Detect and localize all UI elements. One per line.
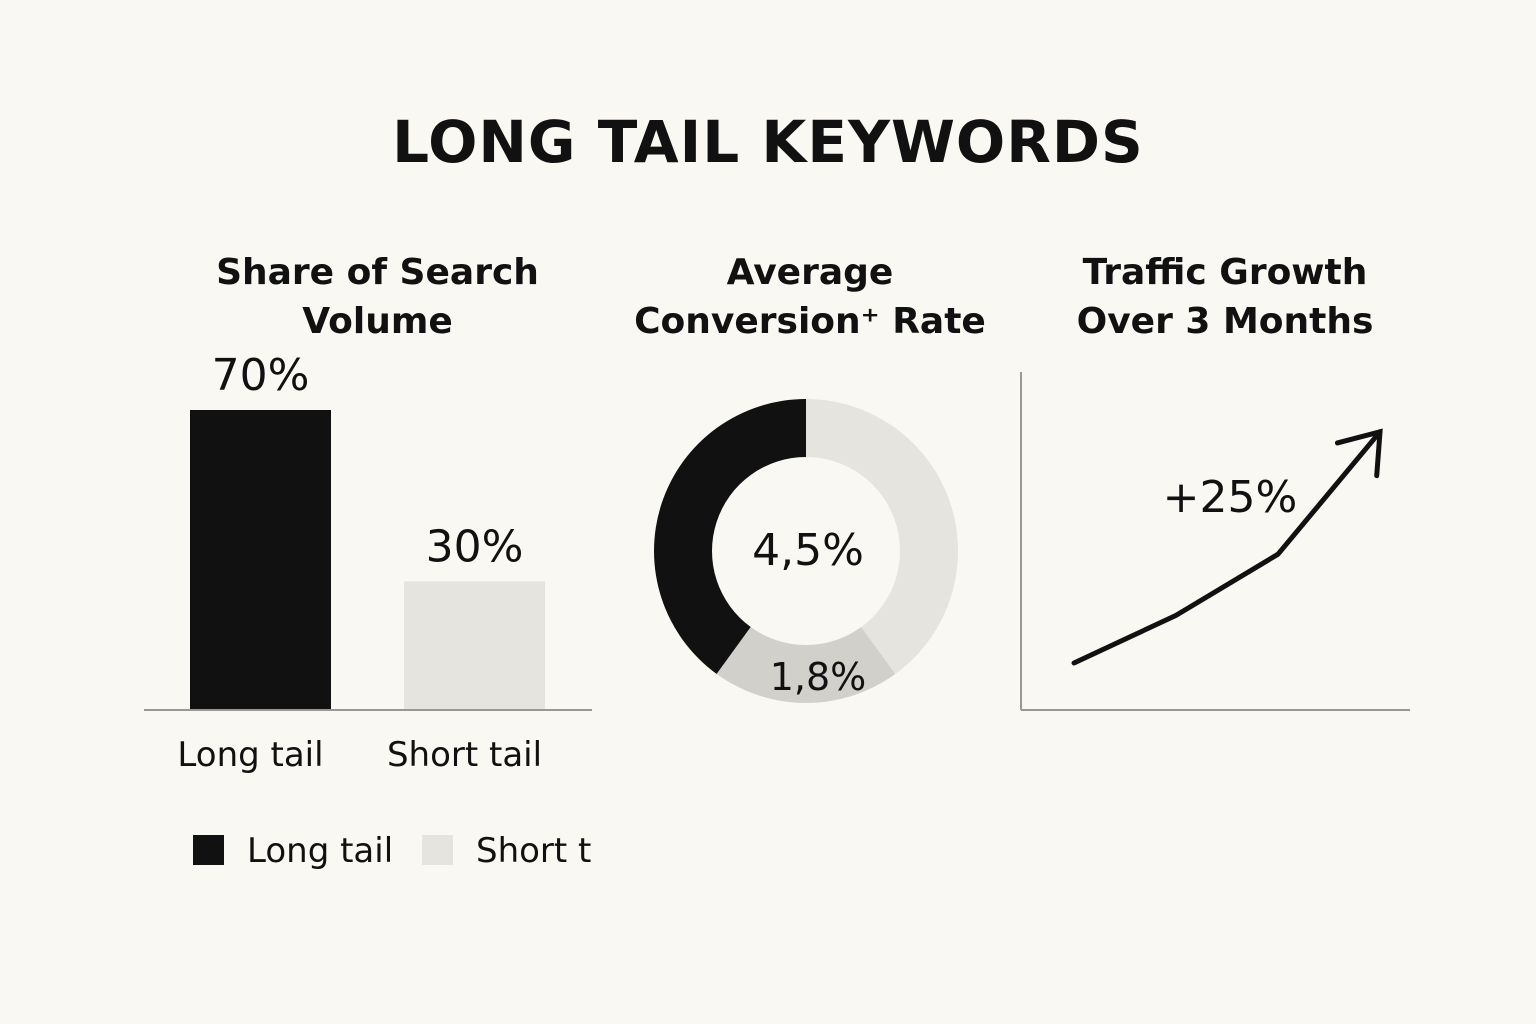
legend-swatch [193,835,224,865]
bar-value-label: 30% [426,521,524,572]
legend-swatch [422,835,453,865]
category-label: Short tail [387,735,542,775]
bar-short-tail [404,581,545,710]
line-chart: +25% [1020,372,1410,711]
bar-value-label: 70% [212,350,310,401]
donut-center-label: 4,5% [752,525,864,576]
legend-label: Short t [476,831,591,871]
bar-long-tail [190,410,331,710]
donut-slice [654,399,806,674]
donut-slice [806,399,959,674]
donut-slice [716,627,896,704]
category-label: Long tail [177,735,323,775]
growth-line [1071,429,1383,666]
line-chart-title: Traffic Growth Over 3 Months [1076,252,1374,342]
slice-label: 1,8% [770,655,867,699]
legend-label: Long tail [247,831,393,871]
arrow-head [1334,428,1383,479]
donut-chart-title: Average Conversion⁺ Rate [634,252,986,342]
bar-chart-title: Share of Search Volume [216,252,539,342]
bar-chart: 70% Long tail 30% Short tail Long tail Short … [144,350,592,871]
growth-annotation: +25% [1163,472,1298,523]
donut-chart: 1,8% 4,5% [654,399,959,704]
main-title: LONG TAIL KEYWORDS [392,108,1144,176]
